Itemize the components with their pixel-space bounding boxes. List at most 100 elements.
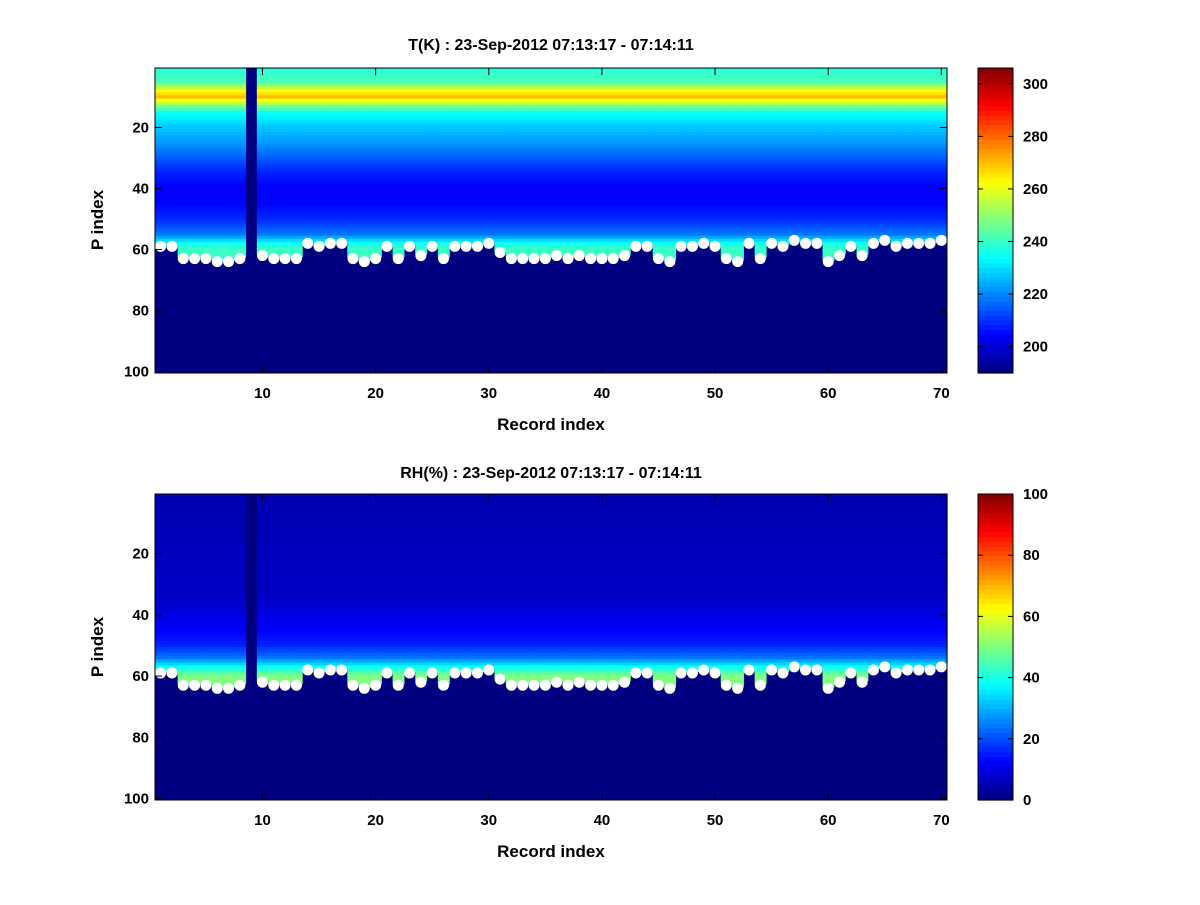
temperature-surface-marker (721, 253, 732, 264)
temperature-surface-marker (619, 250, 630, 261)
temperature-heatmap-column (902, 68, 914, 242)
temperature-heatmap-column (381, 68, 393, 246)
temperature-surface-marker (540, 253, 551, 264)
temperature-colorbar-swatch (978, 244, 1013, 249)
temperature-heatmap-column (506, 68, 518, 258)
temperature-colorbar-swatch (978, 335, 1013, 340)
humidity-heatmap-column (212, 494, 224, 687)
temperature-colorbar-swatch (978, 254, 1013, 259)
temperature-colorbar-swatch (978, 259, 1013, 264)
temperature-heatmap-column (868, 68, 880, 242)
temperature-surface-marker (189, 253, 200, 264)
temperature-colorbar-swatch (978, 168, 1013, 173)
temperature-heatmap-column (370, 68, 382, 258)
temperature-heatmap-column (415, 68, 427, 255)
temperature-x-tick-label: 50 (707, 385, 724, 402)
temperature-y-tick-label: 60 (132, 241, 149, 258)
temperature-panel: T(K) : 23-Sep-2012 07:13:17 - 07:14:11 1… (88, 37, 1048, 434)
temperature-heatmap-column (359, 68, 371, 261)
temperature-heatmap-column (789, 68, 801, 239)
temperature-heatmap-column (811, 68, 823, 242)
temperature-surface-marker (393, 253, 404, 264)
humidity-heatmap-column (178, 494, 190, 684)
temperature-surface-marker (800, 238, 811, 249)
temperature-surface-marker (755, 253, 766, 264)
temperature-surface-marker (404, 241, 415, 252)
temperature-colorbar-swatch (978, 139, 1013, 144)
temperature-heatmap-column (427, 68, 439, 246)
temperature-heatmap-column (890, 68, 902, 246)
temperature-colorbar-swatch (978, 211, 1013, 216)
temperature-colorbar-swatch (978, 163, 1013, 168)
temperature-colorbar-swatch (978, 149, 1013, 154)
temperature-colorbar-swatch (978, 273, 1013, 278)
temperature-heatmap-column (472, 68, 484, 246)
temperature-heatmap-column (845, 68, 857, 246)
temperature-heatmap-column (257, 68, 269, 255)
humidity-heatmap-column (223, 494, 235, 687)
temperature-surface-marker (314, 241, 325, 252)
temperature-heatmap (155, 68, 948, 373)
temperature-x-tick-label: 40 (594, 385, 611, 402)
temperature-colorbar-swatch (978, 130, 1013, 135)
temperature-surface-marker (483, 238, 494, 249)
temperature-heatmap-column (325, 68, 337, 242)
temperature-colorbar-swatch (978, 225, 1013, 230)
temperature-colorbar-swatch (978, 120, 1013, 125)
temperature-colorbar-swatch (978, 97, 1013, 102)
temperature-colorbar-swatch (978, 106, 1013, 111)
temperature-colorbar-swatch (978, 359, 1013, 364)
humidity-panel: RH(%) : 23-Sep-2012 07:13:17 - 07:14:11 … (88, 465, 1048, 861)
temperature-surface-marker (461, 241, 472, 252)
temperature-heatmap-column (212, 68, 224, 261)
temperature-heatmap-column (336, 68, 348, 242)
temperature-heatmap-column (732, 68, 744, 261)
temperature-heatmap-column (347, 68, 359, 258)
temperature-surface-marker (777, 241, 788, 252)
temperature-heatmap-column (619, 68, 631, 255)
temperature-heatmap-column (766, 68, 778, 242)
temperature-colorbar-swatch (978, 278, 1013, 283)
temperature-heatmap-column (585, 68, 597, 258)
temperature-heatmap-column (913, 68, 925, 242)
temperature-colorbar-swatch (978, 111, 1013, 116)
temperature-colorbar-swatch (978, 182, 1013, 187)
temperature-surface-marker (834, 250, 845, 261)
temperature-heatmap-column (460, 68, 472, 246)
temperature-surface-marker (291, 253, 302, 264)
temperature-colorbar-swatch (978, 221, 1013, 226)
temperature-surface-marker (155, 241, 166, 252)
temperature-surface-marker (234, 253, 245, 264)
temperature-surface-marker (574, 250, 585, 261)
temperature-surface-marker (732, 256, 743, 267)
temperature-heatmap-column (675, 68, 687, 246)
temperature-surface-marker (789, 235, 800, 246)
temperature-colorbar-tick-label: 240 (1023, 234, 1048, 251)
temperature-surface-marker (495, 247, 506, 258)
temperature-colorbar-swatch (978, 78, 1013, 83)
temperature-surface-marker (166, 241, 177, 252)
temperature-colorbar-swatch (978, 268, 1013, 273)
temperature-heatmap-column (551, 68, 563, 255)
temperature-surface-marker (302, 238, 313, 249)
temperature-colorbar-swatch (978, 206, 1013, 211)
temperature-heatmap-column (596, 68, 608, 258)
temperature-surface-marker (427, 241, 438, 252)
temperature-surface-marker (936, 235, 947, 246)
temperature-colorbar-swatch (978, 302, 1013, 307)
temperature-heatmap-column (777, 68, 789, 246)
temperature-colorbar-swatch (978, 340, 1013, 345)
temperature-colorbar-swatch (978, 101, 1013, 106)
temperature-surface-marker (676, 241, 687, 252)
temperature-colorbar-swatch (978, 287, 1013, 292)
temperature-heatmap-column (879, 68, 891, 239)
temperature-heatmap-column (279, 68, 291, 258)
temperature-colorbar-swatch (978, 197, 1013, 202)
temperature-surface-marker (766, 238, 777, 249)
temperature-heatmap-column (574, 68, 586, 255)
temperature-colorbar-tick-label: 260 (1023, 181, 1048, 198)
temperature-heatmap-column (155, 68, 167, 246)
temperature-colorbar-swatch (978, 330, 1013, 335)
